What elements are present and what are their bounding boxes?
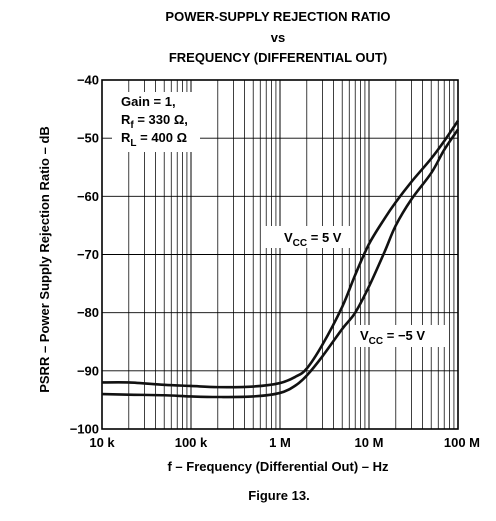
y-tick-label: −50 — [77, 131, 99, 146]
chart-title-line: POWER-SUPPLY REJECTION RATIO — [165, 9, 390, 24]
chart-title-line: FREQUENCY (DIFFERENTIAL OUT) — [169, 50, 387, 65]
x-tick-labels: 10 k 100 k 1 M 10 M 100 M — [89, 435, 480, 450]
series-line — [101, 128, 460, 399]
y-tick-label: −80 — [77, 305, 99, 320]
chart-title-line: vs — [271, 30, 285, 45]
conditions-line: Rf = 330 Ω, — [121, 112, 188, 131]
conditions-box — [112, 92, 200, 152]
chart-title: POWER-SUPPLY REJECTION RATIO vs FREQUENCY … — [165, 9, 390, 65]
series-label-box — [261, 226, 353, 248]
series-labels: VCC = 5 V VCC = −5 V — [261, 226, 448, 347]
x-tick-label: 10 k — [89, 435, 115, 450]
y-axis-label: PSRR – Power Supply Rejection Ratio – dB — [37, 126, 52, 393]
y-tick-labels: −40 −50 −60 −70 −80 −90 −100 — [70, 73, 99, 437]
conditions-annotation: Gain = 1, Rf = 330 Ω,RL = 400 Ω — [112, 92, 200, 152]
x-tick-label: 1 M — [269, 435, 291, 450]
y-tick-label: −60 — [77, 189, 99, 204]
y-tick-label: −100 — [70, 422, 99, 437]
x-tick-label: 100 M — [444, 435, 480, 450]
y-tick-label: −40 — [77, 73, 99, 88]
series-line — [101, 119, 460, 389]
x-axis-label: f – Frequency (Differential Out) – Hz — [167, 459, 389, 474]
plot-frame — [101, 79, 459, 430]
conditions-line: Gain = 1, — [121, 94, 176, 109]
x-tick-label: 10 M — [355, 435, 384, 450]
y-tick-label: −90 — [77, 363, 99, 378]
x-tick-label: 100 k — [175, 435, 208, 450]
y-tick-label: −70 — [77, 247, 99, 262]
series-lines — [101, 119, 460, 399]
series-label-box — [352, 325, 448, 347]
series-label: VCC = 5 V — [284, 230, 342, 249]
conditions-line: RL = 400 Ω — [121, 130, 187, 149]
figure-caption: Figure 13. — [248, 488, 309, 503]
series-label: VCC = −5 V — [360, 328, 425, 347]
